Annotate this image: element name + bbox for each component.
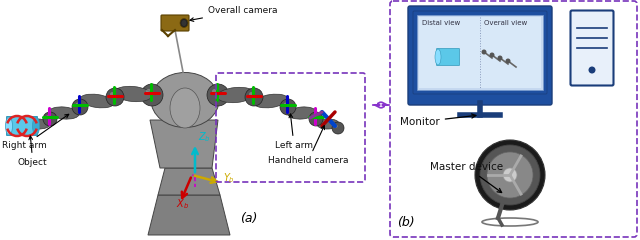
Ellipse shape xyxy=(217,87,255,103)
Circle shape xyxy=(46,115,50,119)
Circle shape xyxy=(503,168,517,182)
Circle shape xyxy=(106,88,124,106)
Ellipse shape xyxy=(151,72,219,127)
Circle shape xyxy=(207,84,229,106)
Polygon shape xyxy=(158,168,220,195)
Polygon shape xyxy=(148,195,230,235)
Text: Master device: Master device xyxy=(430,162,503,192)
Text: (b): (b) xyxy=(397,216,415,229)
Circle shape xyxy=(146,89,152,95)
Text: $Z_b$: $Z_b$ xyxy=(198,130,211,144)
Ellipse shape xyxy=(180,18,188,28)
Ellipse shape xyxy=(6,117,13,135)
Circle shape xyxy=(24,125,27,128)
FancyBboxPatch shape xyxy=(436,48,460,66)
FancyBboxPatch shape xyxy=(161,15,189,31)
Circle shape xyxy=(309,112,323,126)
Text: (a): (a) xyxy=(240,212,257,225)
Circle shape xyxy=(76,103,79,107)
Circle shape xyxy=(487,152,533,198)
Bar xyxy=(419,17,541,88)
Circle shape xyxy=(506,59,511,64)
Circle shape xyxy=(475,140,545,210)
Text: Overall view: Overall view xyxy=(484,20,527,26)
Ellipse shape xyxy=(254,94,288,108)
Circle shape xyxy=(43,112,57,126)
Ellipse shape xyxy=(317,119,339,129)
Text: Monitor: Monitor xyxy=(400,114,476,127)
Circle shape xyxy=(284,103,287,107)
Ellipse shape xyxy=(288,107,316,119)
Ellipse shape xyxy=(170,88,200,128)
Circle shape xyxy=(480,145,540,205)
Circle shape xyxy=(249,92,253,96)
FancyBboxPatch shape xyxy=(6,116,38,136)
Text: Left arm: Left arm xyxy=(275,114,313,150)
Ellipse shape xyxy=(182,20,186,26)
Circle shape xyxy=(312,115,316,119)
Text: $X_b$: $X_b$ xyxy=(176,197,189,211)
Ellipse shape xyxy=(435,49,441,65)
FancyBboxPatch shape xyxy=(413,11,547,94)
Circle shape xyxy=(490,53,495,58)
Circle shape xyxy=(110,92,115,96)
Circle shape xyxy=(481,49,486,54)
Text: Handheld camera: Handheld camera xyxy=(268,126,349,165)
Text: Right arm: Right arm xyxy=(2,114,68,150)
Circle shape xyxy=(497,55,502,60)
Circle shape xyxy=(589,66,595,73)
Ellipse shape xyxy=(33,117,40,135)
Circle shape xyxy=(72,99,88,115)
Bar xyxy=(417,15,543,90)
Circle shape xyxy=(21,122,33,134)
Circle shape xyxy=(280,99,296,115)
Ellipse shape xyxy=(114,86,152,102)
Ellipse shape xyxy=(80,94,114,108)
Text: $Y_b$: $Y_b$ xyxy=(223,171,235,185)
Polygon shape xyxy=(150,120,218,168)
FancyBboxPatch shape xyxy=(408,6,552,105)
Text: Overall camera: Overall camera xyxy=(190,6,278,21)
Circle shape xyxy=(332,122,344,134)
Circle shape xyxy=(245,88,263,106)
Text: Distal view: Distal view xyxy=(422,20,460,26)
Circle shape xyxy=(335,125,338,128)
Text: Object: Object xyxy=(18,136,47,167)
Ellipse shape xyxy=(49,107,79,119)
Circle shape xyxy=(212,89,218,95)
FancyBboxPatch shape xyxy=(570,11,614,85)
Ellipse shape xyxy=(26,119,50,129)
Circle shape xyxy=(141,84,163,106)
